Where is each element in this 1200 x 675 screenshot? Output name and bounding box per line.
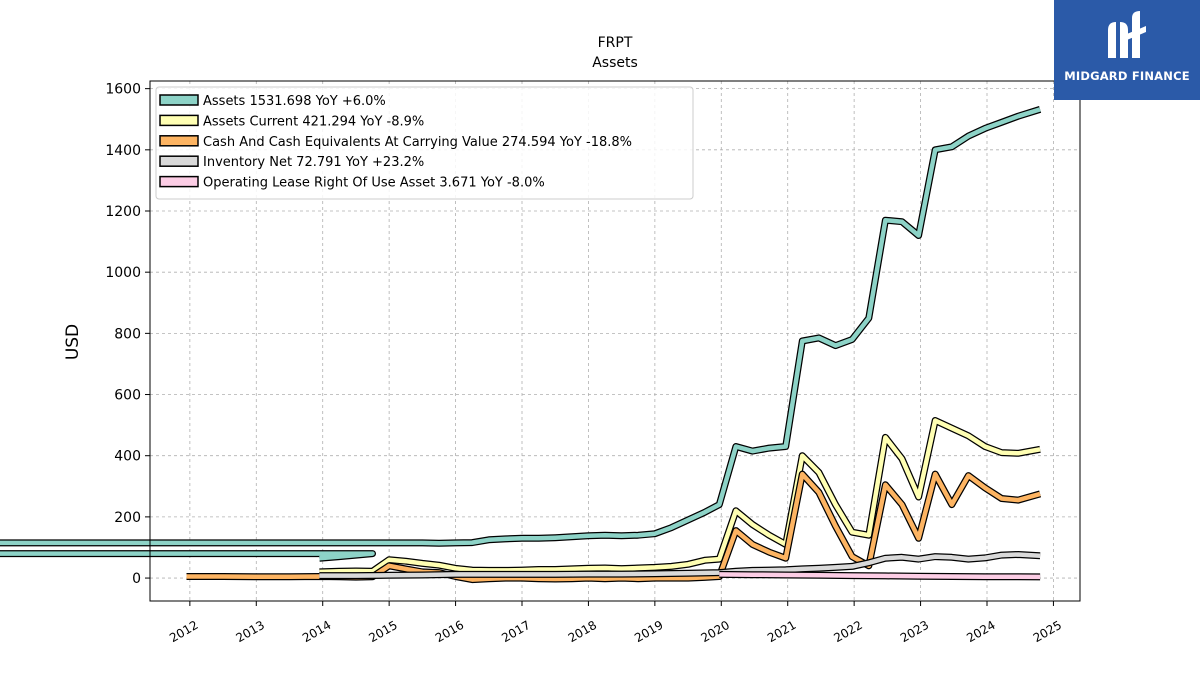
plot-frame <box>149 80 1081 602</box>
legend: Assets 1531.698 YoY +6.0% Assets Current … <box>155 86 694 200</box>
legend-swatch <box>159 114 199 127</box>
series-line-fill <box>319 418 1041 575</box>
chart-subtitle: Assets <box>592 55 638 71</box>
x-tick-label: 2016 <box>433 618 466 645</box>
series-layer <box>0 106 1042 584</box>
x-tick-label: 2018 <box>566 618 599 645</box>
series-line-fill <box>186 471 1041 582</box>
x-tick-label: 2015 <box>366 618 399 645</box>
legend-swatch <box>159 135 199 147</box>
y-tick-label: 1600 <box>105 82 141 98</box>
series-line-fill <box>719 572 1041 580</box>
x-tick-label: 2023 <box>898 618 931 645</box>
legend-swatch <box>159 94 199 106</box>
legend-entry: Assets 1531.698 YoY +6.0% <box>203 94 386 109</box>
series-line-fill <box>0 107 1041 561</box>
y-tick-label: 600 <box>114 388 141 404</box>
y-tick-label: 1400 <box>105 143 141 159</box>
x-tick-label: 2025 <box>1031 618 1064 645</box>
series-line <box>319 551 1041 580</box>
midgard-logo-icon <box>1108 11 1146 58</box>
chart-title: FRPT <box>598 35 633 51</box>
y-tick-label: 0 <box>132 571 141 587</box>
x-tick-label: 2022 <box>831 618 864 645</box>
y-tick-label: 400 <box>114 449 141 465</box>
x-tick-label: 2017 <box>499 618 532 645</box>
legend-box <box>155 86 694 200</box>
legend-swatch <box>159 155 199 167</box>
legend-swatch <box>159 175 199 188</box>
legend-entry: Cash And Cash Equivalents At Carrying Va… <box>203 135 632 150</box>
y-axis-label: USD <box>63 324 83 360</box>
x-tick-label: 2014 <box>300 618 333 645</box>
x-tick-label: 2020 <box>699 618 732 645</box>
y-tick-label: 1000 <box>105 265 141 281</box>
logo-text: MIDGARD FINANCE <box>1064 69 1190 83</box>
logo: MIDGARD FINANCE <box>1054 0 1200 100</box>
x-ticks: 2012 2013 2014 2015 2016 2017 2018 2019 2020 2021… <box>167 601 1064 645</box>
x-tick-label: 2021 <box>765 618 798 645</box>
legend-entry: Operating Lease Right Of Use Asset 3.671… <box>203 176 545 191</box>
y-tick-label: 200 <box>114 510 141 526</box>
series-line <box>0 106 1042 562</box>
y-tick-label: 800 <box>114 326 141 342</box>
x-tick-label: 2024 <box>964 618 997 645</box>
series-line-fill <box>319 552 1041 578</box>
series-line <box>319 417 1041 576</box>
y-tick-label: 1200 <box>105 204 141 220</box>
x-tick-label: 2019 <box>632 618 665 645</box>
legend-entry: Assets Current 421.294 YoY -8.9% <box>203 114 424 129</box>
x-tick-label: 2013 <box>234 618 267 645</box>
series-line <box>719 570 1041 581</box>
series-line <box>186 470 1042 584</box>
y-ticks: 0 200 400 600 800 1000 1200 1400 1600 <box>105 82 150 587</box>
legend-entry: Inventory Net 72.791 YoY +23.2% <box>203 155 424 170</box>
x-tick-label: 2012 <box>167 618 200 645</box>
